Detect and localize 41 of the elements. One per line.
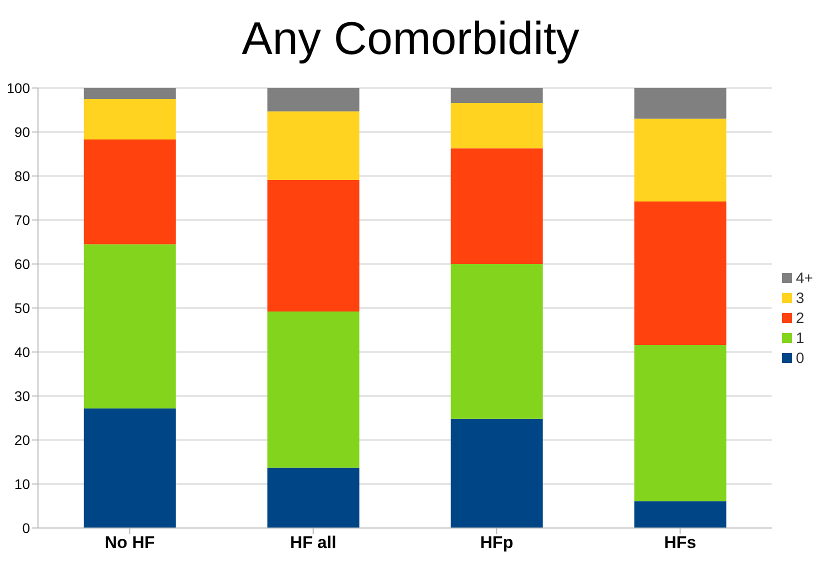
legend-label: 1	[796, 330, 804, 346]
x-tick-label: HFs	[664, 533, 696, 552]
bar	[267, 468, 360, 528]
bar	[450, 418, 543, 528]
bar	[267, 111, 360, 180]
bar	[634, 88, 726, 119]
x-tick-label: HF all	[290, 533, 336, 552]
bar	[267, 312, 360, 468]
bar	[84, 408, 176, 528]
legend-label: 3	[796, 290, 804, 306]
y-tick-label: 80	[14, 168, 30, 184]
legend-label: 2	[796, 310, 804, 326]
bar	[84, 244, 176, 408]
bar	[450, 88, 543, 103]
y-tick-label: 60	[14, 256, 30, 272]
y-tick-label: 0	[22, 520, 30, 536]
bar	[267, 88, 360, 112]
y-tick-label: 20	[14, 432, 30, 448]
legend-label: 4+	[796, 270, 813, 286]
y-tick-label: 30	[14, 388, 30, 404]
bar	[84, 99, 176, 140]
bar	[634, 344, 726, 502]
y-tick-label: 40	[14, 344, 30, 360]
chart-title: Any Comorbidity	[240, 11, 580, 66]
y-tick-label: 50	[14, 300, 30, 316]
x-tick-label: No HF	[104, 533, 155, 552]
legend-label: 0	[796, 350, 804, 366]
x-tick-label: HFp	[480, 533, 514, 552]
bar	[450, 102, 543, 148]
bar	[450, 148, 543, 264]
y-tick-label: 70	[14, 212, 30, 228]
y-tick-label: 100	[6, 80, 30, 96]
bar	[634, 118, 726, 202]
bar	[634, 501, 726, 528]
bar	[450, 264, 543, 419]
bar	[84, 139, 176, 244]
y-tick-label: 90	[14, 124, 30, 140]
bar	[634, 202, 726, 345]
y-tick-label: 10	[14, 476, 30, 492]
bar	[267, 180, 360, 312]
bar	[84, 88, 176, 99]
